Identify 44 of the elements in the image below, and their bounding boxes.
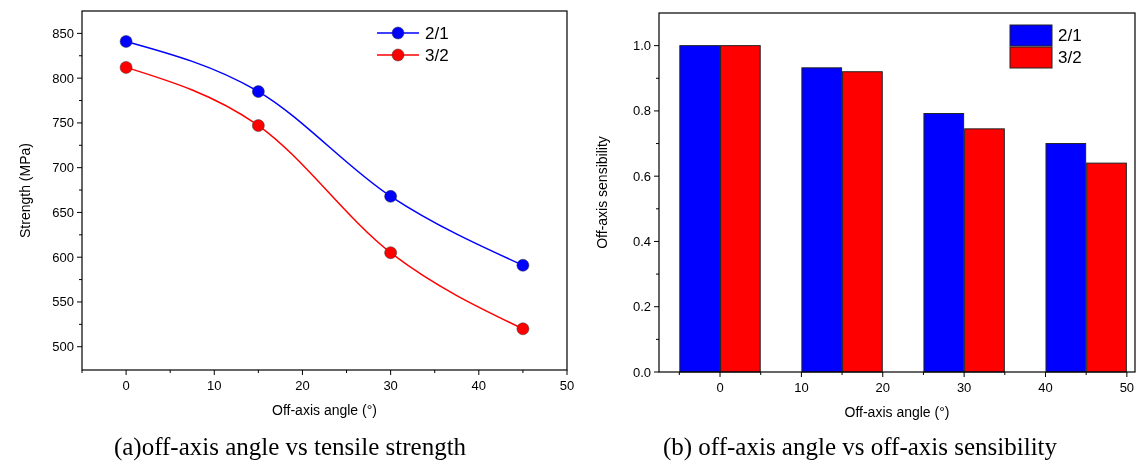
y-tick-label: 700: [52, 160, 74, 176]
legend-label: 2/1: [425, 24, 449, 43]
text: (b) off-axis angle vs off-axis sensibility: [662, 433, 1058, 461]
x-tick-label: 30: [383, 378, 398, 393]
point: [516, 259, 530, 272]
x-tick-label: 20: [875, 380, 890, 395]
point: [119, 35, 133, 48]
point: [516, 322, 530, 336]
y-tick-label: 0.6: [632, 168, 651, 184]
x-tick-label: 10: [794, 380, 809, 395]
y-tick-label: 550: [52, 294, 74, 310]
x-axis-title: Off-axis angle (°): [272, 402, 377, 418]
point: [119, 61, 133, 74]
x-tick-label: 20: [295, 378, 310, 393]
x-tick-label: 30: [956, 380, 972, 395]
legend-label: 2/1: [1058, 26, 1082, 45]
point: [252, 85, 265, 98]
x-tick-label: 40: [471, 378, 487, 393]
y-tick-label: 750: [52, 115, 74, 131]
y-tick-label: 0.2: [632, 299, 651, 315]
y-tick-label: 500: [52, 339, 74, 355]
y-axis-title: Strength (MPa): [17, 143, 33, 238]
point: [252, 119, 265, 132]
x-tick-label: 10: [207, 378, 222, 393]
legend-label: 3/2: [1058, 48, 1082, 67]
y-tick-label: 650: [52, 204, 74, 220]
x-tick-label: 0: [122, 378, 130, 393]
y-tick-label: 0.0: [632, 364, 651, 380]
point: [384, 190, 397, 203]
y-axis-title: Off-axis sensibility: [594, 136, 610, 249]
x-tick-label: 40: [1038, 380, 1053, 395]
y-tick-label: 600: [52, 249, 74, 265]
y-tick-label: 850: [52, 25, 74, 41]
x-axis-title: Off-axis angle (°): [844, 404, 950, 420]
legend-label: 3/2: [425, 46, 449, 65]
y-tick-label: 0.8: [632, 103, 651, 119]
y-tick-label: 0.4: [632, 233, 651, 249]
x-tick-label: 50: [559, 378, 575, 393]
x-tick-label: 0: [716, 380, 724, 395]
point: [384, 246, 397, 259]
text: (a)off-axis angle vs tensile strength: [113, 433, 467, 461]
y-tick-label: 1.0: [632, 38, 651, 54]
y-tick-label: 800: [52, 70, 74, 86]
x-tick-label: 50: [1119, 380, 1135, 395]
